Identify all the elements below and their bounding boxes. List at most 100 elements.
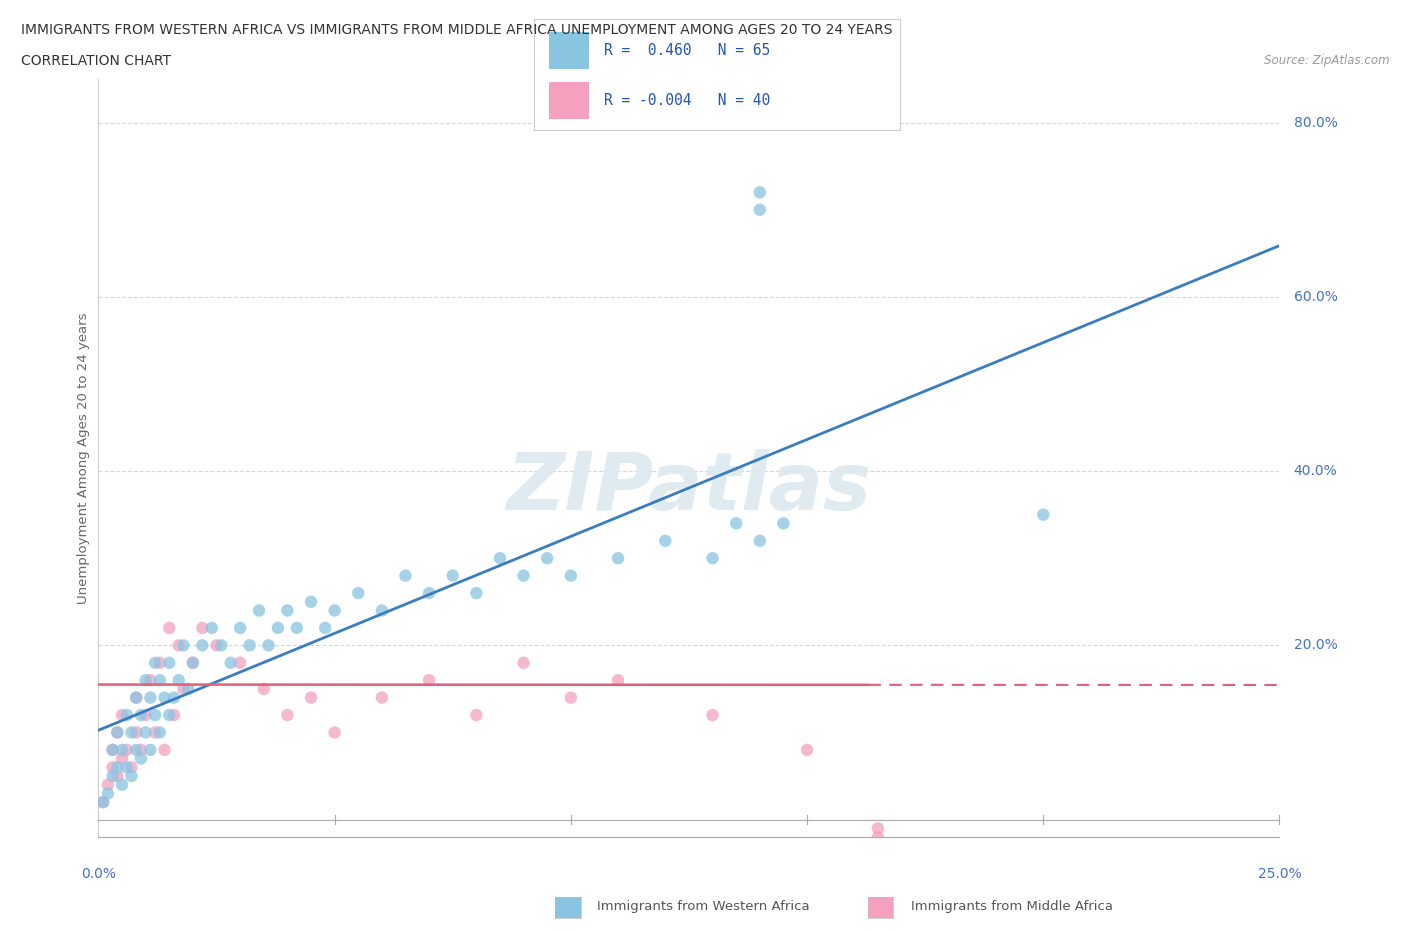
Point xyxy=(149,672,172,687)
Text: 40.0%: 40.0% xyxy=(1294,464,1337,478)
Point xyxy=(115,760,138,775)
Point xyxy=(97,777,120,792)
Text: Immigrants from Middle Africa: Immigrants from Middle Africa xyxy=(911,900,1114,913)
Point xyxy=(105,725,128,740)
Point xyxy=(135,725,157,740)
Point xyxy=(748,203,770,218)
Point xyxy=(191,620,214,635)
Point xyxy=(157,620,180,635)
Point xyxy=(115,708,138,723)
Point xyxy=(135,708,157,723)
Point xyxy=(135,672,157,687)
Point xyxy=(125,690,148,705)
Point xyxy=(205,638,228,653)
Text: IMMIGRANTS FROM WESTERN AFRICA VS IMMIGRANTS FROM MIDDLE AFRICA UNEMPLOYMENT AMO: IMMIGRANTS FROM WESTERN AFRICA VS IMMIGR… xyxy=(21,23,893,37)
Point xyxy=(139,690,162,705)
Point xyxy=(191,638,214,653)
Point xyxy=(111,708,134,723)
Point xyxy=(201,620,224,635)
Point xyxy=(276,603,298,618)
Point xyxy=(139,672,162,687)
Point xyxy=(465,586,488,601)
Text: 20.0%: 20.0% xyxy=(1294,638,1337,652)
Point xyxy=(465,708,488,723)
Point xyxy=(702,708,724,723)
Point xyxy=(654,533,676,548)
Point xyxy=(129,708,152,723)
Point xyxy=(143,725,166,740)
Point xyxy=(121,760,143,775)
Point xyxy=(441,568,464,583)
Point xyxy=(607,551,630,565)
Point xyxy=(512,656,534,671)
Point xyxy=(314,620,336,635)
Point xyxy=(748,185,770,200)
Point xyxy=(177,682,200,697)
Point xyxy=(796,742,818,757)
Point xyxy=(748,533,770,548)
Point xyxy=(111,777,134,792)
Point xyxy=(371,690,394,705)
Point xyxy=(371,603,394,618)
Point xyxy=(143,708,166,723)
Point xyxy=(157,656,180,671)
Bar xyxy=(548,32,589,69)
Point xyxy=(105,760,128,775)
Point xyxy=(1032,507,1054,522)
Point xyxy=(229,656,252,671)
Point xyxy=(111,742,134,757)
Point xyxy=(607,672,630,687)
Point xyxy=(560,690,582,705)
Point xyxy=(276,708,298,723)
Point xyxy=(163,708,186,723)
Point xyxy=(139,742,162,757)
Point xyxy=(167,672,190,687)
Point xyxy=(163,690,186,705)
Point xyxy=(125,742,148,757)
Text: Immigrants from Western Africa: Immigrants from Western Africa xyxy=(596,900,810,913)
Point xyxy=(121,768,143,783)
Point xyxy=(239,638,262,653)
Point xyxy=(247,603,270,618)
Point xyxy=(772,516,794,531)
Point xyxy=(560,568,582,583)
Point xyxy=(418,586,440,601)
Point xyxy=(181,656,204,671)
Point xyxy=(323,725,346,740)
Point xyxy=(172,682,194,697)
Point xyxy=(219,656,242,671)
Point xyxy=(702,551,724,565)
Point xyxy=(153,690,176,705)
Point xyxy=(299,690,322,705)
Point xyxy=(125,725,148,740)
Point xyxy=(115,742,138,757)
Point xyxy=(725,516,748,531)
Point xyxy=(512,568,534,583)
Text: 0.0%: 0.0% xyxy=(82,868,115,882)
Point xyxy=(129,751,152,766)
Text: 80.0%: 80.0% xyxy=(1294,115,1337,129)
Point xyxy=(866,821,889,836)
Point xyxy=(111,751,134,766)
Text: CORRELATION CHART: CORRELATION CHART xyxy=(21,54,172,68)
Point xyxy=(105,725,128,740)
Point xyxy=(121,725,143,740)
Point xyxy=(866,830,889,844)
Point xyxy=(129,742,152,757)
Point xyxy=(209,638,232,653)
Point xyxy=(172,638,194,653)
Point xyxy=(91,795,114,810)
Point xyxy=(347,586,370,601)
Point xyxy=(489,551,512,565)
Point xyxy=(149,656,172,671)
Text: ZIPatlas: ZIPatlas xyxy=(506,449,872,527)
Point xyxy=(299,594,322,609)
Text: 25.0%: 25.0% xyxy=(1257,868,1302,882)
Point xyxy=(536,551,558,565)
Point xyxy=(157,708,180,723)
Point xyxy=(101,768,124,783)
Point xyxy=(323,603,346,618)
Point xyxy=(167,638,190,653)
Text: 60.0%: 60.0% xyxy=(1294,290,1337,304)
Point xyxy=(101,760,124,775)
